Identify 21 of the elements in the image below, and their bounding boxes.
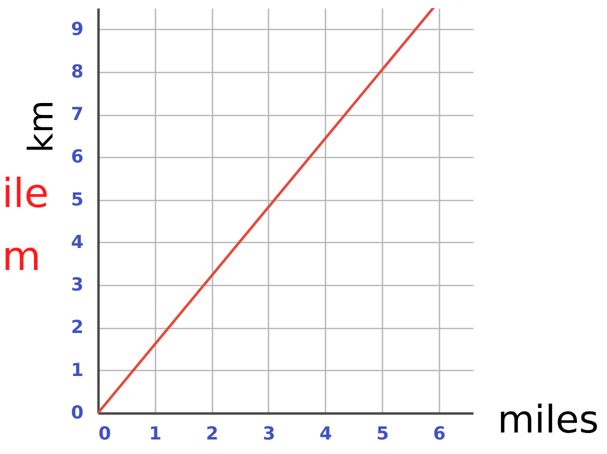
- x-axis-title: miles: [498, 398, 599, 442]
- text: ile: [2, 171, 49, 217]
- x-tick-label: 3: [262, 424, 276, 444]
- x-tick-label: 0: [98, 424, 112, 444]
- y-tick-label: 9: [70, 18, 84, 40]
- y-tick-label: 2: [70, 317, 84, 338]
- y-tick-label: 1: [70, 360, 84, 381]
- y-tick-label: 5: [70, 189, 84, 210]
- y-tick-label: 6: [70, 146, 84, 168]
- x-tick-label: 4: [320, 424, 332, 444]
- y-tick-label: 0: [70, 402, 84, 424]
- y-axis-title: km: [22, 100, 62, 153]
- x-tick-label: 6: [433, 424, 446, 444]
- y-tick-label: 4: [70, 232, 84, 253]
- x-tick-label: 1: [149, 424, 162, 444]
- text: m: [2, 234, 41, 280]
- x-tick-label: 2: [206, 424, 218, 444]
- y-tick-label: 3: [70, 274, 84, 296]
- x-tick-label: 5: [376, 424, 389, 444]
- y-tick-label: 7: [70, 104, 84, 126]
- y-tick-label: 8: [70, 61, 84, 82]
